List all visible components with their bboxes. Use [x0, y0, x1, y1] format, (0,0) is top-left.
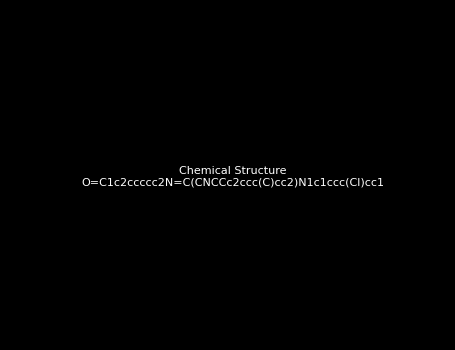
Text: Chemical Structure
O=C1c2ccccc2N=C(CNCCc2ccc(C)cc2)N1c1ccc(Cl)cc1: Chemical Structure O=C1c2ccccc2N=C(CNCCc…	[82, 166, 384, 188]
